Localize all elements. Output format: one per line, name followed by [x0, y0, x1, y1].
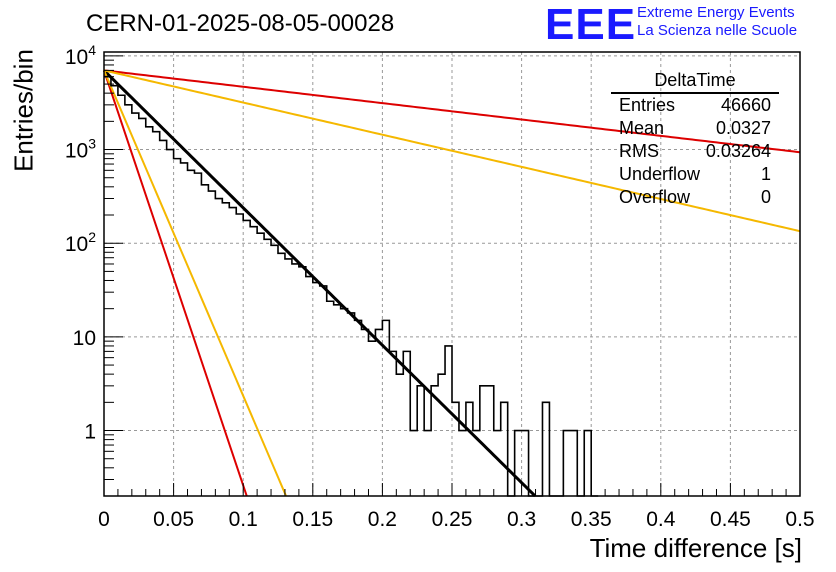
x-tick-label: 0.25: [432, 508, 473, 531]
x-tick-label: 0.15: [292, 508, 333, 531]
ticks: [103, 55, 801, 497]
fit-curve: [103, 70, 248, 497]
x-tick-label: 0: [98, 508, 110, 531]
x-tick-label: 0.3: [507, 508, 536, 531]
stats-row: Mean 0.0327: [611, 117, 779, 140]
y-tick-label: 1: [84, 421, 96, 444]
y-tick-label: 102: [65, 229, 96, 256]
x-tick-label: 0.5: [785, 508, 814, 531]
x-tick-label: 0.2: [368, 508, 397, 531]
stats-value: 0.0327: [715, 118, 771, 138]
x-tick-label: 0.45: [710, 508, 751, 531]
stats-box: DeltaTime Entries 46660 Mean 0.0327 RMS 0.0…: [611, 70, 779, 209]
histogram-steps: [104, 75, 599, 497]
grid: [104, 52, 800, 496]
y-tick-label: 103: [65, 136, 96, 163]
x-tick-label: 0.05: [153, 508, 194, 531]
fit-curve: [103, 69, 801, 154]
stats-label: Entries: [619, 95, 676, 115]
stats-label: Underflow: [619, 164, 701, 184]
x-tick-labels: 0 0.05 0.1 0.15 0.2 0.25 0.3 0.35 0.4 0.45 0.5: [98, 508, 814, 531]
stats-title: DeltaTime: [611, 70, 779, 94]
stats-value: 0: [760, 187, 771, 207]
fit-curve: [103, 69, 801, 233]
stats-row: Overflow 0: [611, 186, 779, 209]
x-tick-label: 0.1: [229, 508, 258, 531]
logo-caption: Extreme Energy Events La Scienza nelle S…: [637, 4, 797, 40]
fit-curve: [103, 69, 287, 497]
stats-value: 0.03264: [705, 141, 771, 161]
stats-label: RMS: [619, 141, 659, 161]
stats-row: Underflow 1: [611, 163, 779, 186]
y-axis-label: Entries/bin: [8, 49, 39, 172]
stats-value: 1: [760, 164, 771, 184]
logo-caption-line2: La Scienza nelle Scuole: [637, 22, 798, 39]
stats-value: 46660: [720, 95, 771, 115]
y-tick-label: 10: [73, 327, 96, 350]
eee-logo: EEE: [545, 0, 637, 49]
x-tick-label: 0.35: [571, 508, 612, 531]
plot-title: CERN-01-2025-08-05-00028: [86, 10, 395, 37]
histogram: [104, 75, 599, 497]
y-tick-labels: 1 10 102 103 104: [65, 42, 96, 444]
y-tick-label: 104: [65, 42, 96, 69]
stats-row: RMS 0.03264: [611, 140, 779, 163]
logo-caption-line1: Extreme Energy Events: [637, 4, 795, 21]
stats-label: Overflow: [619, 187, 691, 207]
stats-label: Mean: [619, 118, 665, 138]
stats-row: Entries 46660: [611, 94, 779, 117]
x-axis-label: Time difference [s]: [589, 533, 802, 563]
x-tick-label: 0.4: [646, 508, 676, 531]
